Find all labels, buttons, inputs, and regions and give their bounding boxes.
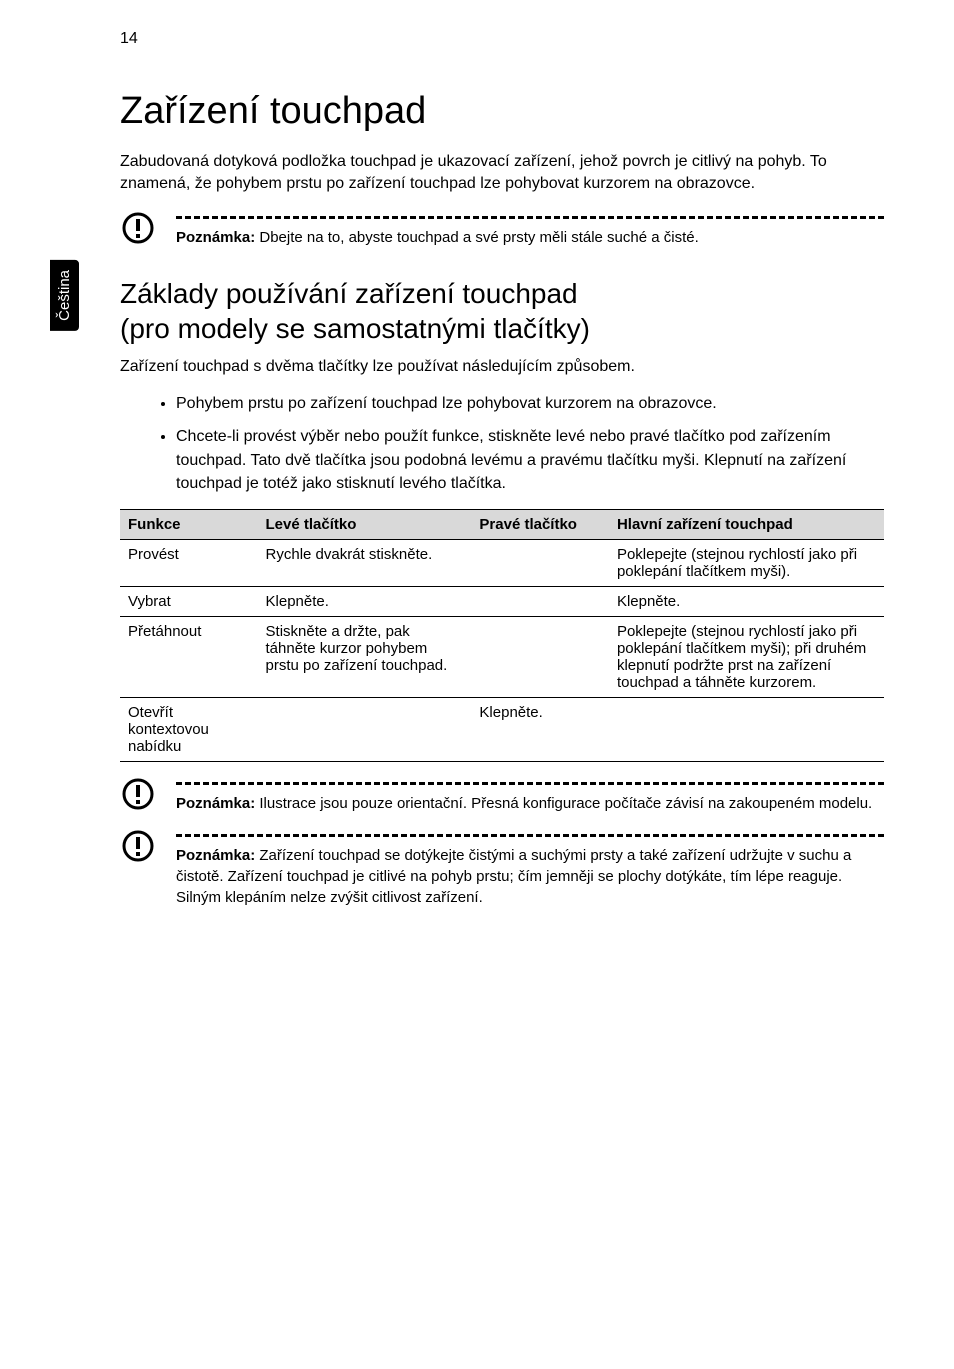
table-row: Provést Rychle dvakrát stiskněte. Poklep… [120, 539, 884, 586]
col-header: Levé tlačítko [258, 509, 472, 539]
dashed-rule [176, 834, 884, 837]
note-text-1: Poznámka: Dbejte na to, abyste touchpad … [176, 227, 884, 248]
note-text-2: Poznámka: Ilustrace jsou pouze orientačn… [176, 793, 884, 814]
language-tab: Čeština [50, 260, 79, 331]
note-block-1: Poznámka: Dbejte na to, abyste touchpad … [120, 210, 884, 248]
list-item: Chcete-li provést výběr nebo použít funk… [176, 425, 884, 495]
alert-icon [120, 210, 176, 246]
note-text-3: Poznámka: Zařízení touchpad se dotýkejte… [176, 845, 884, 908]
section-intro: Zařízení touchpad s dvěma tlačítky lze p… [120, 356, 884, 378]
col-header: Pravé tlačítko [471, 509, 609, 539]
page-title: Zařízení touchpad [120, 90, 884, 133]
table-row: Vybrat Klepněte. Klepněte. [120, 586, 884, 616]
col-header: Funkce [120, 509, 258, 539]
dashed-rule [176, 216, 884, 219]
note-block-2: Poznámka: Ilustrace jsou pouze orientačn… [120, 776, 884, 814]
page: 14 Čeština Zařízení touchpad Zabudovaná … [0, 0, 954, 982]
note-block-3: Poznámka: Zařízení touchpad se dotýkejte… [120, 828, 884, 908]
dashed-rule [176, 782, 884, 785]
intro-paragraph: Zabudovaná dotyková podložka touchpad je… [120, 151, 884, 196]
bullet-list: Pohybem prstu po zařízení touchpad lze p… [120, 392, 884, 495]
section-heading: Základy používání zařízení touchpad (pro… [120, 276, 884, 346]
list-item: Pohybem prstu po zařízení touchpad lze p… [176, 392, 884, 415]
table-row: Přetáhnout Stiskněte a držte, pak táhnět… [120, 616, 884, 697]
alert-icon [120, 828, 176, 864]
table-header-row: Funkce Levé tlačítko Pravé tlačítko Hlav… [120, 509, 884, 539]
col-header: Hlavní zařízení touchpad [609, 509, 884, 539]
touchpad-functions-table: Funkce Levé tlačítko Pravé tlačítko Hlav… [120, 509, 884, 762]
alert-icon [120, 776, 176, 812]
page-number: 14 [120, 30, 138, 48]
table-row: Otevřít kontextovou nabídku Klepněte. [120, 697, 884, 761]
